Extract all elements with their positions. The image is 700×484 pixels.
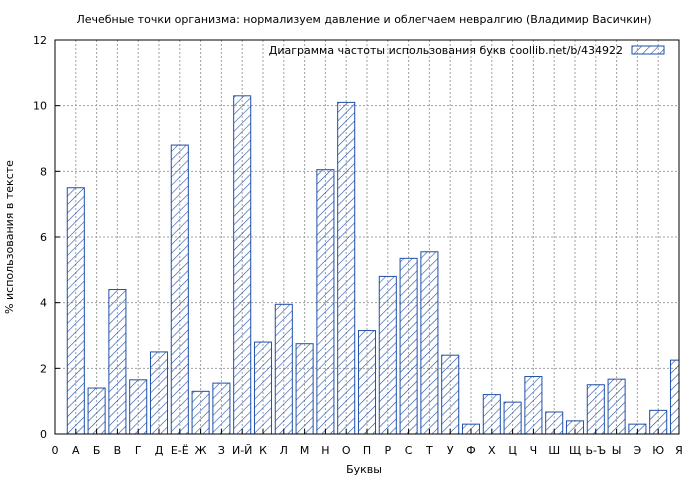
bar-9 <box>233 95 252 435</box>
x-tick-label: Ж <box>195 444 207 457</box>
x-tick-label: Р <box>384 444 391 457</box>
x-tick-label: И-Й <box>232 444 252 457</box>
x-tick-label: Е-Ё <box>171 444 189 457</box>
bar-11 <box>274 303 293 435</box>
x-tick-label: Б <box>93 444 101 457</box>
x-axis-ticks: 0 А Б В Г Д Е-Ё Ж З И-Й К Л М Н О П Р С Т У Ф Х Ц Ч Ш Щ Ь-Ъ Ы Э Ю Я <box>52 429 683 457</box>
x-tick-label: Т <box>425 444 433 457</box>
legend-label: Диаграмма частоты использования букв coo… <box>269 44 623 57</box>
bar-10 <box>253 341 273 435</box>
bar-26 <box>586 384 605 435</box>
bar-18 <box>420 251 439 435</box>
x-tick-label: 0 <box>52 444 59 457</box>
x-tick-label: А <box>72 444 80 457</box>
x-tick-label: У <box>447 444 454 457</box>
bar-16 <box>378 275 397 435</box>
bar-3 <box>108 289 127 435</box>
x-tick-label: М <box>300 444 310 457</box>
x-tick-label: Х <box>488 444 496 457</box>
bar-15 <box>357 330 377 435</box>
bar-7 <box>191 390 210 435</box>
bar-1 <box>66 187 85 435</box>
legend: Диаграмма частоты использования букв coo… <box>269 44 665 57</box>
bar-30 <box>669 359 680 435</box>
x-tick-label: Ш <box>548 444 560 457</box>
y-tick-label: 6 <box>40 231 47 244</box>
x-tick-label: Л <box>280 444 288 457</box>
x-tick-label: Г <box>135 444 142 457</box>
x-tick-label: Ц <box>508 444 517 457</box>
x-tick-label: Э <box>634 444 642 457</box>
bar-4 <box>129 379 148 435</box>
bar-17 <box>399 257 418 435</box>
bar-12 <box>295 343 314 435</box>
x-tick-label: Ч <box>530 444 538 457</box>
legend-swatch <box>631 45 665 55</box>
bar-14 <box>337 101 356 435</box>
bar-2 <box>87 387 106 435</box>
y-tick-label: 12 <box>33 34 47 47</box>
y-tick-label: 2 <box>40 362 47 375</box>
x-tick-label: Ь-Ъ <box>585 444 606 457</box>
y-tick-label: 4 <box>40 297 47 310</box>
y-axis-ticks: 0 2 4 6 8 10 12 <box>33 34 60 441</box>
bar-13 <box>316 169 335 435</box>
x-tick-label: Ю <box>652 444 664 457</box>
bar-8 <box>212 382 231 435</box>
x-tick-label: П <box>363 444 371 457</box>
y-tick-label: 8 <box>40 165 47 178</box>
x-tick-label: Я <box>675 444 683 457</box>
bar-21 <box>482 394 501 435</box>
x-tick-label: В <box>114 444 122 457</box>
x-tick-label: Н <box>321 444 329 457</box>
bar-6 <box>170 144 189 435</box>
chart-title: Лечебные точки организма: нормализуем да… <box>76 13 651 26</box>
x-tick-label: С <box>405 444 413 457</box>
x-tick-label: Щ <box>569 444 581 457</box>
x-tick-label: Ф <box>466 444 475 457</box>
x-tick-label: З <box>218 444 225 457</box>
x-tick-label: Ы <box>612 444 622 457</box>
x-tick-label: К <box>259 444 267 457</box>
y-tick-label: 0 <box>40 428 47 441</box>
y-tick-label: 10 <box>33 100 47 113</box>
bar-5 <box>149 351 169 435</box>
bar-27 <box>607 378 626 435</box>
bar-23 <box>524 376 543 435</box>
x-tick-label: Д <box>155 444 164 457</box>
y-axis-label: % использования в тексте <box>3 160 16 314</box>
x-tick-label: О <box>342 444 351 457</box>
x-axis-label: Буквы <box>346 463 382 476</box>
bar-19 <box>441 354 460 435</box>
